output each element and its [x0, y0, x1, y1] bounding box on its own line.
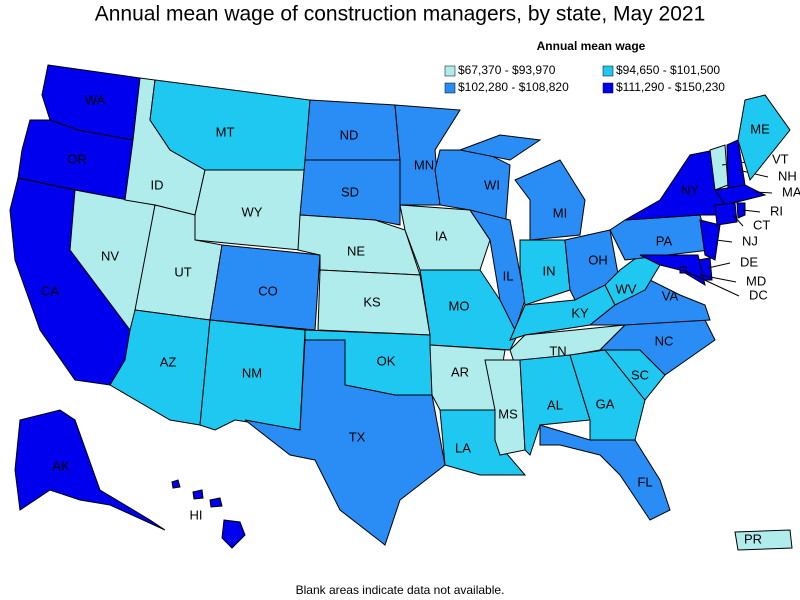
- state-shape: [714, 202, 738, 226]
- state-label: AL: [547, 397, 563, 412]
- state-label: NY: [681, 182, 699, 197]
- state-label: IA: [435, 228, 448, 243]
- leader-line: [732, 214, 744, 227]
- state-shape: [539, 424, 671, 521]
- state-label: NM: [242, 365, 262, 380]
- state-label: VA: [662, 288, 679, 303]
- state-label: MA: [782, 184, 800, 199]
- state-label: LA: [455, 440, 471, 455]
- state-label: DE: [740, 254, 758, 269]
- state-label: MT: [216, 124, 235, 139]
- state-label: NJ: [742, 233, 758, 248]
- state-label: HI: [190, 507, 203, 522]
- state-shape: [514, 159, 586, 241]
- state-label: AK: [52, 458, 70, 473]
- leader-line: [707, 262, 731, 269]
- state-shape: [299, 159, 401, 226]
- state-label: NH: [778, 168, 797, 183]
- state-label: AR: [451, 364, 469, 379]
- map-title: Annual mean wage of construction manager…: [95, 3, 706, 26]
- state-label: NV: [101, 248, 119, 263]
- state-label: CO: [258, 283, 278, 298]
- state-label: WA: [85, 92, 106, 107]
- state-shape: [639, 254, 706, 287]
- state-shape: [192, 489, 204, 500]
- state-shape: [458, 134, 542, 161]
- state-shape: [171, 479, 181, 489]
- state-label: UT: [174, 264, 191, 279]
- state-shape: [624, 149, 726, 221]
- state-label: SC: [631, 367, 649, 382]
- leader-line: [754, 191, 773, 194]
- legend: $67,370 - $93,970 $94,650 - $101,500 $102,…: [444, 63, 725, 94]
- states: WA OR CA NV ID MT WY UT AZ CO NM ND SD NE KS OK TX MN IA MO…: [9, 64, 800, 551]
- state-label: MN: [414, 157, 434, 172]
- state-label: RI: [770, 203, 783, 218]
- state-label: OK: [377, 353, 396, 368]
- state-label: KS: [363, 294, 381, 309]
- state-label: CA: [41, 283, 59, 298]
- state-label: AZ: [160, 354, 177, 369]
- legend-swatch: [444, 82, 456, 94]
- state-shape: [699, 219, 721, 261]
- state-shape: [737, 94, 791, 182]
- legend-label: $111,290 - $150,230: [616, 80, 725, 94]
- state-shape: [714, 184, 767, 206]
- state-label: WI: [484, 177, 500, 192]
- state-label: CT: [753, 217, 770, 232]
- state-label: OR: [67, 151, 87, 166]
- state-shape: [736, 202, 746, 219]
- state-label: KY: [571, 305, 589, 320]
- legend-swatch: [602, 82, 614, 94]
- leader-line: [699, 274, 737, 283]
- state-label: TN: [549, 343, 566, 358]
- state-label: DC: [749, 287, 768, 302]
- leader-line: [715, 239, 733, 243]
- state-label: MD: [746, 273, 766, 288]
- leader-line: [682, 269, 740, 297]
- state-label: ID: [151, 177, 164, 192]
- state-label: MS: [498, 406, 518, 421]
- legend-label: $102,280 - $108,820: [458, 80, 569, 94]
- legend-label: $67,370 - $93,970: [458, 63, 556, 77]
- state-label: ND: [340, 127, 359, 142]
- legend-swatch: [602, 65, 614, 77]
- leader-line: [742, 209, 761, 213]
- state-label: ME: [750, 121, 770, 136]
- state-shape: [734, 529, 793, 551]
- state-shape: [194, 169, 306, 251]
- state-shape: [209, 497, 223, 508]
- state-label: PR: [744, 531, 762, 546]
- state-label: WV: [616, 281, 637, 296]
- state-label: TX: [349, 429, 366, 444]
- state-label: IN: [543, 263, 556, 278]
- state-shape: [221, 519, 246, 549]
- state-label: IL: [503, 268, 514, 283]
- footnote: Blank areas indicate data not available.: [296, 583, 505, 597]
- state-shape: [14, 409, 166, 531]
- legend-label: $94,650 - $101,500: [616, 63, 720, 77]
- state-shape: [244, 339, 446, 546]
- state-label: MO: [449, 298, 470, 313]
- state-label: WY: [242, 204, 263, 219]
- state-shape: [419, 269, 521, 351]
- state-label: FL: [637, 474, 652, 489]
- state-label: MI: [553, 205, 567, 220]
- state-label: GA: [596, 396, 615, 411]
- state-label: VT: [772, 151, 789, 166]
- state-label: SD: [341, 184, 359, 199]
- state-label: OH: [588, 252, 608, 267]
- legend-swatch: [444, 65, 456, 77]
- state-label: NE: [347, 243, 365, 258]
- state-label: NC: [655, 333, 674, 348]
- state-label: PA: [656, 233, 673, 248]
- state-shape: [519, 239, 571, 306]
- legend-title: Annual mean wage: [537, 39, 646, 53]
